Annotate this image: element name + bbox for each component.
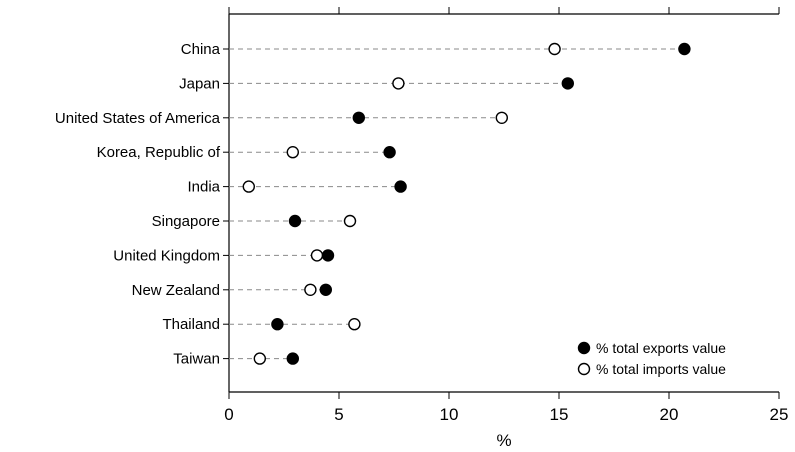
imports-point (304, 283, 317, 296)
imports-point (286, 145, 299, 159)
category-label: Taiwan (173, 351, 220, 368)
guide-lines (229, 48, 685, 360)
imports-point (253, 352, 266, 365)
exports-point (321, 249, 335, 262)
category-label: Japan (179, 75, 220, 92)
category-label: United Kingdom (113, 247, 220, 264)
imports-point (242, 180, 256, 193)
imports-point (392, 77, 405, 90)
x-tick-label: 20 (660, 405, 679, 424)
legend-imports-marker (577, 362, 591, 376)
x-axis-ticks: 0 5 10 15 20 25 (224, 7, 788, 424)
imports-point (343, 214, 357, 228)
y-axis-ticks (223, 48, 229, 360)
x-tick-label: 25 (770, 405, 789, 424)
x-tick-label: 10 (440, 405, 459, 424)
exports-point (383, 145, 396, 159)
legend-exports-marker (577, 341, 591, 355)
imports-point (310, 249, 324, 262)
category-label: Thailand (162, 316, 220, 333)
category-label: Singapore (152, 213, 220, 230)
legend: % total exports value % total imports va… (577, 340, 726, 377)
exports-point (678, 42, 691, 56)
x-tick-label: 15 (550, 405, 569, 424)
legend-exports-label: % total exports value (596, 340, 726, 356)
exports-point (352, 111, 365, 125)
exports-point (561, 77, 574, 90)
exports-point (271, 318, 284, 331)
category-label: China (181, 41, 221, 58)
imports-point (548, 42, 561, 56)
imports-point (348, 318, 361, 331)
category-label: United States of America (55, 110, 221, 127)
y-axis-labels: China Japan United States of America Korea,… (55, 41, 221, 368)
data-points (242, 42, 691, 365)
x-axis-title: % (496, 431, 511, 450)
legend-imports-label: % total imports value (596, 361, 726, 377)
category-label: New Zealand (132, 282, 220, 299)
imports-point (495, 111, 508, 125)
exports-point (286, 352, 299, 365)
x-tick-label: 5 (334, 405, 343, 424)
exports-point (394, 180, 407, 193)
category-label: India (187, 179, 220, 196)
x-tick-label: 0 (224, 405, 233, 424)
plot-area (228, 13, 779, 393)
category-label: Korea, Republic of (97, 144, 221, 161)
exports-point (288, 214, 302, 228)
exports-point (319, 283, 332, 296)
